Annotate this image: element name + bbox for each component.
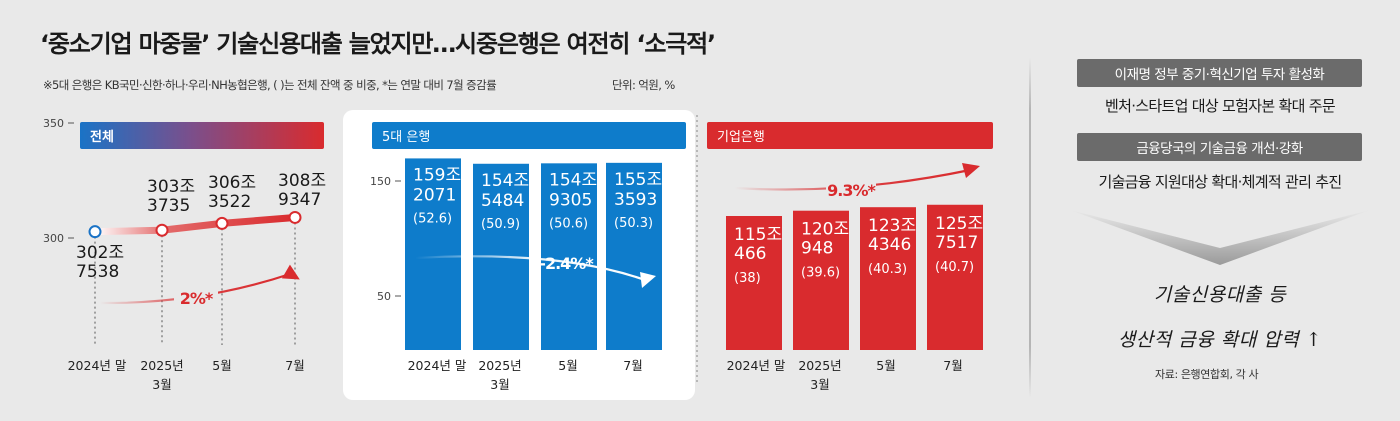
policy-text-2: 기술금융 지원대상 확대·체계적 관리 추진 [1098, 173, 1342, 191]
total-value-label: 306조 3522 [208, 173, 256, 212]
total-change-label: 2%* [180, 289, 214, 308]
footnote: ※5대 은행은 KB국민·신한·하나·우리·NH농협은행, ( )는 전체 잔액… [43, 78, 497, 92]
unit-label: 단위: 억원, % [612, 78, 675, 92]
total-x-tick-label: 5월 [212, 358, 231, 373]
big5-change-label: -2.4%* [539, 254, 594, 273]
total-change-arrowhead [281, 264, 300, 280]
big5-share-label: (50.9) [481, 217, 520, 232]
ibk-value-label: 115조 466 [734, 225, 782, 264]
ibk-x-tick-label: 2024년 말 [727, 358, 786, 373]
total-y-tick-350: 350 [43, 117, 74, 130]
total-point [215, 216, 229, 230]
section-divider [1029, 58, 1031, 398]
big5-x-tick-label: 2025년 3월 [478, 358, 521, 392]
big5-x-tick-label: 7월 [623, 358, 642, 373]
chevron-down-icon [1070, 210, 1370, 265]
ibk-value-label: 120조 948 [801, 220, 849, 259]
ibk-header-bar [707, 122, 993, 149]
total-x-tick-label: 7월 [285, 358, 304, 373]
ibk-change-label-bg [826, 178, 876, 200]
ibk-share-label: (39.6) [801, 266, 840, 281]
total-point [155, 223, 169, 237]
big5-bar [606, 162, 662, 350]
ibk-bar [927, 204, 983, 350]
total-x-tick-label: 2024년 말 [68, 358, 127, 373]
handwritten-line-2: 생산적 금융 확대 압력 ↑ [1117, 329, 1323, 351]
big5-header-label: 5대 은행 [382, 129, 430, 145]
page-title: ‘중소기업 마중물’ 기술신용대출 늘었지만…시중은행은 여전히 ‘소극적’ [40, 30, 716, 58]
ibk-share-label: (38) [734, 271, 761, 286]
big5-x-tick-label: 2024년 말 [408, 358, 467, 373]
big5-share-label: (50.3) [614, 216, 653, 231]
ibk-bar [793, 210, 849, 350]
ibk-change-label: 9.3%* [827, 181, 876, 200]
big5-share-label: (50.6) [549, 216, 588, 231]
total-line-chart: 350 300 전체 302조 7538 303조 3735 306조 3522 308조 9… [43, 117, 326, 392]
big5-y-tick-150: 150 [370, 175, 401, 188]
chart-area: 350 300 전체 302조 7538 303조 3735 306조 3522 308조 9… [43, 115, 993, 392]
big5-bar [405, 158, 461, 350]
big5-header-bar [372, 122, 686, 149]
total-value-label: 308조 9347 [278, 171, 326, 210]
ibk-x-tick-label: 5월 [876, 358, 895, 373]
big5-value-label: 154조 5484 [481, 171, 529, 211]
big5-change-arrow [414, 255, 646, 282]
policy-pill-2: 금융당국의 기술금융 개선·강화 [1077, 133, 1362, 161]
big5-bar [541, 163, 597, 350]
total-point [88, 225, 102, 239]
total-x-tick-label: 2025년 3월 [140, 358, 183, 392]
total-value-label: 303조 3735 [147, 177, 195, 216]
ibk-value-label: 123조 4346 [868, 216, 916, 255]
total-y-tick-300: 300 [43, 232, 74, 245]
total-header-bar [80, 122, 324, 149]
ibk-x-tick-label: 7월 [943, 358, 962, 373]
big5-y-tick-label-50: 50 [377, 290, 391, 303]
total-header-label: 전체 [90, 129, 114, 145]
handwritten-line-1: 기술신용대출 등 [1153, 284, 1287, 306]
total-value-label: 302조 7538 [76, 243, 124, 282]
big5-value-label: 154조 9305 [549, 170, 597, 210]
policy-pill-1: 이재명 정부 중기·혁신기업 투자 활성화 [1077, 59, 1362, 87]
total-series-line [91, 213, 299, 236]
source-label: 자료: 은행연합회, 각 사 [1155, 368, 1259, 381]
ibk-header-label: 기업은행 [717, 129, 765, 145]
big5-bar-chart: 5대 은행 150 50 159조 2071 (52.6) 154조 5484 (50.9… [370, 122, 686, 392]
big5-y-tick-label-150: 150 [370, 175, 391, 188]
total-y-tick-label-350: 350 [43, 117, 64, 130]
ibk-bar [726, 216, 782, 350]
big5-x-tick-label: 5월 [558, 358, 577, 373]
total-y-tick-label-300: 300 [43, 232, 64, 245]
ibk-bar-chart: 기업은행 115조 466 (38) 120조 948 (39.6) 123조 4346 (40… [707, 122, 993, 392]
ibk-x-tick-label: 2025년 3월 [798, 358, 841, 392]
ibk-bar [860, 207, 916, 350]
big5-value-label: 155조 3593 [614, 170, 662, 210]
policy-text-1: 벤처·스타트업 대상 모험자본 확대 주문 [1105, 97, 1336, 115]
big5-y-tick-50: 50 [377, 290, 401, 303]
total-change-label-bg [174, 286, 218, 310]
ibk-change-arrowhead [962, 163, 980, 178]
ibk-share-label: (40.7) [935, 260, 974, 275]
big5-change-arrowhead [640, 272, 656, 288]
ibk-share-label: (40.3) [868, 262, 907, 277]
big5-value-label: 159조 2071 [413, 165, 461, 205]
ibk-value-label: 125조 7517 [935, 214, 983, 253]
big5-share-label: (52.6) [413, 211, 452, 226]
total-point [288, 210, 302, 224]
